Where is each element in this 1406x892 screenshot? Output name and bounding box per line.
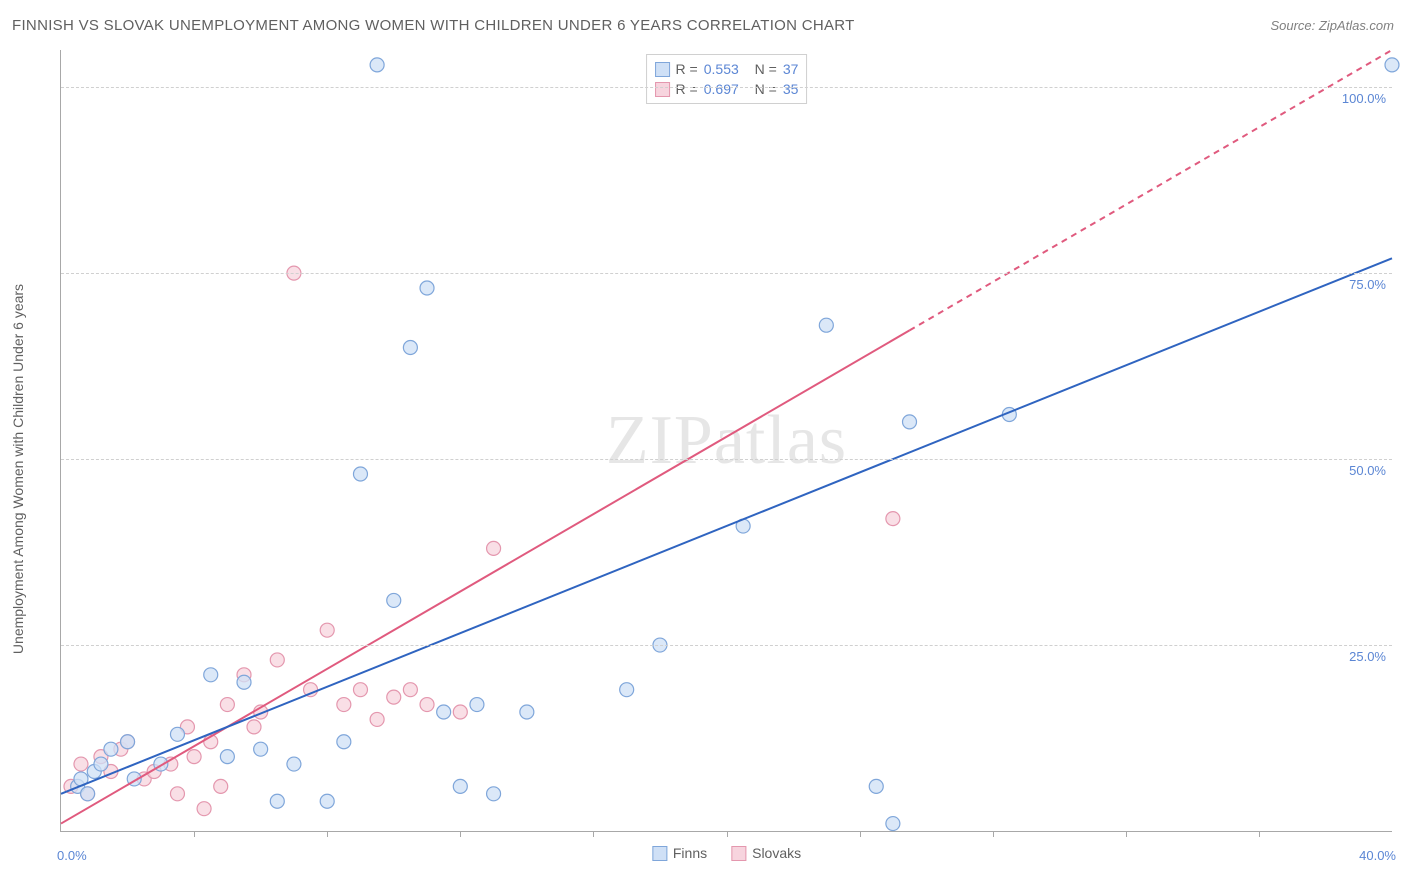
legend-item-finns: Finns xyxy=(652,845,707,861)
scatter-svg xyxy=(61,50,1392,831)
swatch-slovaks-icon xyxy=(655,82,670,97)
x-axis-min-label: 0.0% xyxy=(57,848,87,863)
series-legend: Finns Slovaks xyxy=(652,845,801,861)
chart-header: FINNISH VS SLOVAK UNEMPLOYMENT AMONG WOM… xyxy=(0,0,1406,40)
r-legend-row-finns: R = 0.553 N = 37 xyxy=(655,59,799,79)
y-tick-label: 50.0% xyxy=(1349,463,1386,478)
r-legend-row-slovaks: R = 0.697 N = 35 xyxy=(655,79,799,99)
swatch-finns-icon xyxy=(655,62,670,77)
swatch-slovaks-icon xyxy=(731,846,746,861)
legend-item-slovaks: Slovaks xyxy=(731,845,801,861)
swatch-finns-icon xyxy=(652,846,667,861)
chart-source: Source: ZipAtlas.com xyxy=(1270,18,1394,33)
y-tick-label: 25.0% xyxy=(1349,649,1386,664)
y-tick-label: 75.0% xyxy=(1349,277,1386,292)
y-tick-label: 100.0% xyxy=(1342,91,1386,106)
chart-area: Unemployment Among Women with Children U… xyxy=(48,50,1392,872)
y-axis-label: Unemployment Among Women with Children U… xyxy=(10,284,26,654)
plot-region: ZIPatlas R = 0.553 N = 37 R = 0.697 N = … xyxy=(60,50,1392,832)
r-legend: R = 0.553 N = 37 R = 0.697 N = 35 xyxy=(646,54,808,104)
chart-title: FINNISH VS SLOVAK UNEMPLOYMENT AMONG WOM… xyxy=(12,17,855,34)
x-axis-max-label: 40.0% xyxy=(1359,848,1396,863)
